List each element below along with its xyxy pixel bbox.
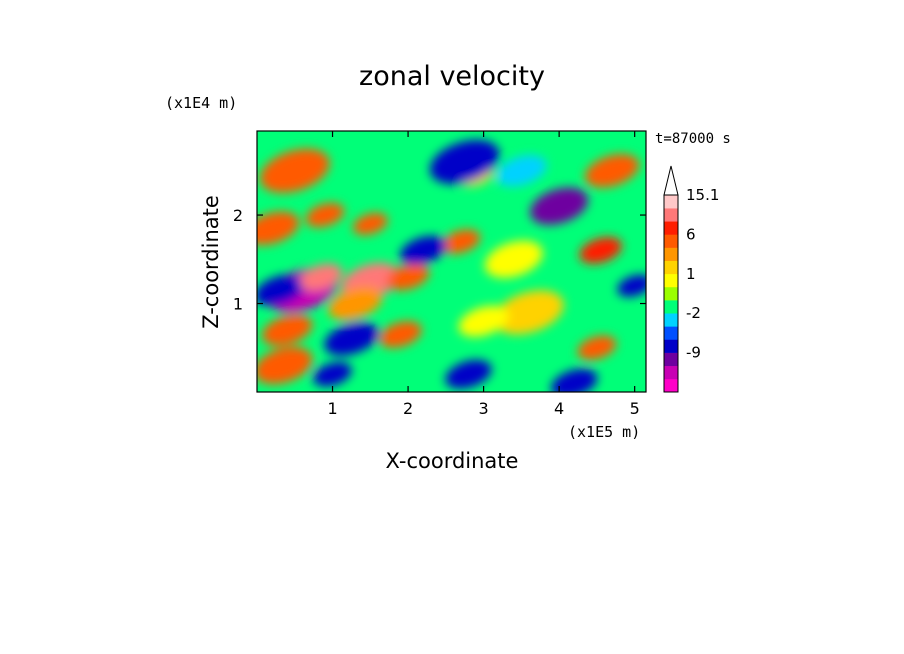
- colorbar-swatch: [664, 378, 678, 393]
- colorbar-swatch: [664, 313, 678, 327]
- y-axis-title: Z-coordinate: [199, 195, 223, 329]
- colorbar-label: -9: [686, 344, 701, 362]
- colorbar-swatch: [664, 273, 678, 288]
- colorbar-swatch: [664, 247, 678, 261]
- heatmap-cell: [441, 229, 481, 254]
- heatmap-cell: [257, 211, 300, 245]
- y-axis: 12: [233, 206, 646, 314]
- y-tick-label: 2: [233, 206, 243, 225]
- colorbar-extend-arrow: [663, 165, 679, 196]
- heatmap-cell: [299, 263, 343, 291]
- heatmap-cell: [305, 202, 345, 228]
- colorbar-swatch: [664, 339, 678, 353]
- colorbar-frame: [663, 194, 679, 393]
- x-scale-label: (x1E5 m): [568, 423, 640, 441]
- heatmap-cell: [429, 139, 500, 185]
- heatmap-cell: [352, 212, 388, 235]
- heatmap-cell: [262, 314, 313, 346]
- heatmap-cell: [257, 346, 313, 385]
- x-axis: 1 2 3 4 5: [327, 131, 640, 418]
- heatmap-cell: [484, 240, 543, 278]
- heatmap-cell: [551, 368, 598, 392]
- colorbar-swatch: [664, 208, 678, 222]
- colorbar-label: 6: [686, 225, 696, 243]
- y-tick-label: 1: [233, 295, 243, 314]
- heatmap-cell: [379, 321, 422, 348]
- heatmap-cell: [577, 335, 617, 360]
- x-axis-title: X-coordinate: [386, 449, 519, 473]
- heatmap-cell: [530, 187, 589, 225]
- time-label: t=87000 s: [655, 131, 731, 147]
- heatmap-cell: [617, 274, 646, 297]
- plot-frame: [256, 130, 647, 393]
- heatmap-cell: [260, 148, 330, 193]
- heatmap-cell: [458, 305, 509, 337]
- colorbar-swatch: [664, 286, 678, 301]
- colorbar-label: 15.1: [686, 186, 719, 204]
- colorbar-swatch: [664, 352, 678, 367]
- heatmap-cell: [324, 322, 379, 356]
- x-tick-label: 5: [630, 399, 640, 418]
- colorbar-swatch: [664, 221, 678, 235]
- heatmap-cell: [584, 154, 640, 188]
- x-tick-label: 4: [554, 399, 564, 418]
- colorbar-swatch: [664, 234, 678, 248]
- heatmap-cell: [257, 274, 305, 306]
- colorbar-swatch: [664, 300, 678, 314]
- x-tick-label: 3: [479, 399, 489, 418]
- heatmap-cell: [445, 359, 492, 389]
- heatmap-blobs: [257, 139, 646, 392]
- y-scale-label: (x1E4 m): [165, 94, 237, 112]
- heatmap-cell: [496, 155, 547, 187]
- heatmap-field: [257, 131, 646, 392]
- heatmap-cell: [579, 237, 622, 264]
- colorbar-swatch: [664, 260, 678, 275]
- colorbar-swatch: [664, 326, 678, 340]
- x-tick-label: 1: [327, 399, 337, 418]
- heatmap-cell: [494, 290, 564, 335]
- colorbar-swatch: [664, 195, 678, 209]
- heatmap-cell: [386, 263, 430, 291]
- colorbar-label: -2: [686, 304, 701, 322]
- colorbar-label: 1: [686, 265, 696, 283]
- heatmap-cell: [328, 286, 383, 321]
- heatmap-cell: [400, 235, 447, 265]
- x-tick-label: 2: [403, 399, 413, 418]
- heatmap-cell: [313, 362, 352, 387]
- chart-title: zonal velocity: [359, 61, 545, 92]
- colorbar-swatch: [664, 365, 678, 380]
- colorbar: 15.1 6 1 -2 -9: [663, 165, 719, 393]
